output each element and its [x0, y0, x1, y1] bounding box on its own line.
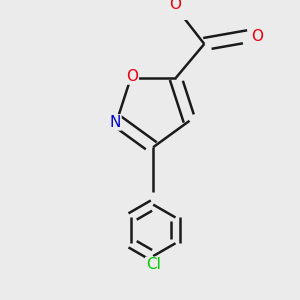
Text: O: O — [169, 0, 181, 12]
Text: O: O — [251, 29, 263, 44]
Text: Cl: Cl — [146, 257, 160, 272]
Text: N: N — [110, 115, 121, 130]
Text: O: O — [126, 69, 138, 84]
